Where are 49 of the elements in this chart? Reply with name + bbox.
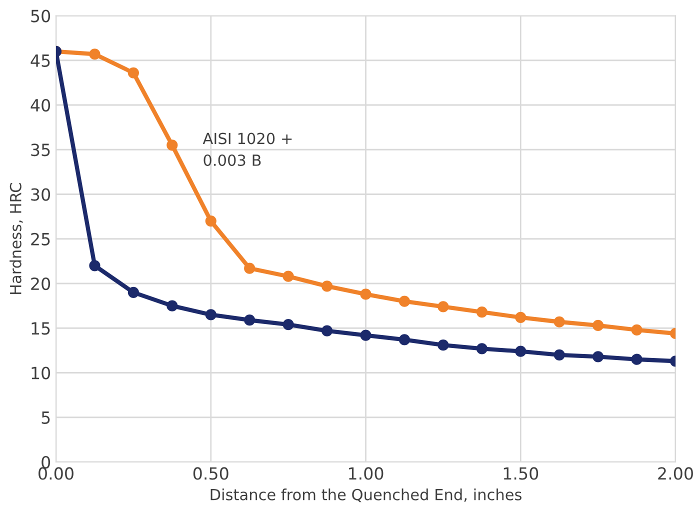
point [631,354,642,365]
point [438,301,449,312]
point [476,306,488,318]
y-axis-title: Hardness, HRC [10,183,23,294]
x-axis-title: Distance from the Quenched End, inches [210,488,522,502]
point [244,262,256,274]
y-tick-label: 10 [32,366,50,380]
point [321,280,333,292]
y-tick-label: 15 [32,322,50,335]
point [128,286,139,298]
point [554,316,565,328]
point [592,351,604,362]
point [166,140,178,151]
y-tick-label: 50 [31,10,50,22]
x-tick-label: 1.50 [504,467,538,480]
x-tick-label: 2.00 [658,467,693,480]
y-tick-label: 25 [31,232,50,246]
y-tick-label: 40 [30,98,50,112]
point [554,349,565,360]
point [205,309,216,320]
point [282,319,294,330]
x-tick-label: 1.00 [349,467,384,480]
point [244,314,256,326]
point [128,67,139,78]
y-tick-label: 20 [31,277,50,290]
point [438,340,449,351]
x-tick-label: 0.50 [193,467,228,480]
x-tick-label: 0.00 [38,467,74,480]
point [360,330,372,341]
point [282,270,294,282]
point [398,334,410,346]
y-tick-label: 45 [30,54,50,67]
point [515,346,526,357]
point [89,48,100,60]
point [360,288,372,300]
point [631,324,642,336]
point [321,325,333,336]
point [89,260,100,272]
y-tick-label: 0 [42,456,50,469]
series-label: AISI 1020 + 0.003 B [202,132,292,166]
point [166,300,178,312]
point [476,343,488,354]
point [592,320,604,332]
point [515,312,526,323]
y-tick-label: 5 [42,412,50,424]
point [398,296,410,307]
y-tick-label: 35 [31,144,50,156]
point [205,215,216,227]
y-tick-label: 30 [31,188,50,201]
